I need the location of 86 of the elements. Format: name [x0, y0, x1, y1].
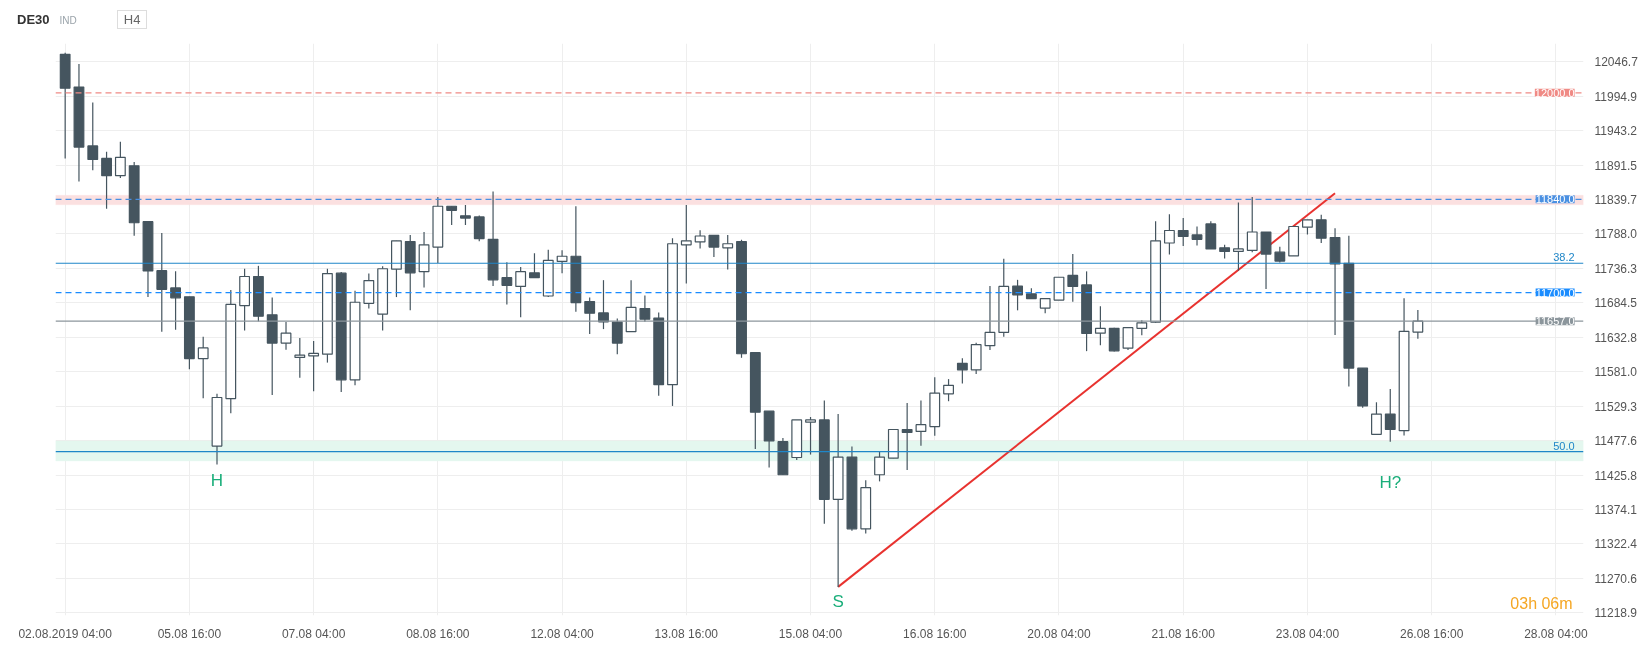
candlestick	[473, 214, 485, 242]
x-tick-label: 07.08 04:00	[281, 626, 346, 641]
candlestick	[556, 249, 568, 274]
x-tick-label: 15.08 04:00	[778, 626, 843, 641]
candlestick	[280, 321, 292, 351]
candlestick	[943, 378, 954, 402]
candlestick	[1191, 225, 1203, 247]
candlestick	[915, 399, 927, 447]
candlestick	[1094, 305, 1106, 346]
candlestick	[694, 229, 706, 250]
annotation: H	[210, 470, 224, 490]
candlestick	[501, 261, 513, 306]
x-tick-label: 13.08 16:00	[654, 626, 719, 641]
x-tick-label: 28.08 04:00	[1524, 626, 1588, 641]
ref-line-label: 12000.0	[1534, 86, 1575, 99]
candlestick	[722, 234, 734, 271]
candlestick	[639, 295, 651, 323]
candlestick	[598, 279, 609, 330]
y-tick-label: 11994.9	[1594, 89, 1638, 104]
candlestick	[114, 141, 126, 179]
y-tick-label: 11788.0	[1594, 227, 1638, 242]
candlestick	[446, 205, 458, 226]
y-tick-label: 11529.3	[1594, 399, 1638, 414]
y-tick-label: 11943.2	[1594, 124, 1638, 139]
candlestick	[170, 270, 182, 331]
y-tick-label: 11581.0	[1594, 365, 1638, 380]
annotation: S	[832, 592, 844, 612]
candlestick	[1177, 217, 1189, 247]
x-tick-label: 23.08 04:00	[1275, 626, 1340, 641]
y-tick-label: 11270.6	[1594, 571, 1638, 586]
candlestick	[101, 151, 112, 210]
candlestick	[611, 317, 623, 355]
candlestick	[1232, 201, 1244, 272]
candlestick	[294, 337, 306, 379]
annotation: H?	[1379, 472, 1402, 492]
chart-title: DE30	[17, 12, 50, 27]
x-tick-label: 26.08 16:00	[1399, 626, 1464, 641]
x-tick-label: 20.08 04:00	[1027, 626, 1092, 641]
candlestick	[1384, 388, 1396, 443]
candlestick	[1412, 309, 1424, 340]
candlestick	[529, 252, 540, 279]
candlestick	[1012, 279, 1024, 311]
candlestick	[584, 296, 596, 335]
candlestick	[363, 272, 375, 310]
annotation: 03h 06m	[1510, 594, 1573, 612]
candlestick	[156, 232, 168, 333]
y-tick-label: 11891.5	[1594, 158, 1638, 173]
candlestick	[680, 204, 692, 285]
y-tick-label: 11632.8	[1594, 330, 1638, 345]
y-tick-label: 11425.8	[1594, 468, 1638, 483]
candlestick	[1246, 196, 1258, 253]
text: H4	[116, 10, 148, 29]
candlestick	[1163, 213, 1175, 256]
candlestick	[87, 101, 99, 171]
ref-line-label: 11657.0	[1535, 315, 1575, 328]
y-tick-label: 12046.7	[1594, 55, 1639, 70]
y-tick-label: 11477.6	[1594, 434, 1638, 449]
candlestick	[1122, 327, 1134, 351]
annotation: 38.2	[1553, 251, 1575, 264]
candlestick	[1315, 214, 1327, 244]
x-tick-label: 12.08 04:00	[530, 626, 595, 641]
x-tick-label: 16.08 16:00	[903, 626, 967, 641]
chart-subtitle: IND	[59, 15, 77, 26]
candlestick	[1371, 401, 1382, 435]
x-tick-label: 05.08 16:00	[157, 626, 222, 641]
x-tick-label: 21.08 16:00	[1151, 626, 1216, 641]
ref-line-label: 11700.0	[1535, 286, 1575, 299]
y-tick-label: 11839.7	[1594, 193, 1638, 208]
candlestick	[1067, 253, 1079, 303]
candlestick	[308, 340, 320, 392]
y-tick-label: 11736.3	[1594, 261, 1638, 276]
y-tick-label: 11322.4	[1594, 537, 1638, 552]
candlestick	[1053, 276, 1065, 301]
candlestick	[956, 357, 968, 385]
y-tick-label: 11684.5	[1594, 296, 1638, 311]
y-tick-label: 11218.9	[1594, 606, 1638, 621]
x-tick-label: 08.08 16:00	[406, 626, 470, 641]
candlestick	[460, 204, 471, 226]
x-tick-label: 02.08.2019 04:00	[18, 626, 113, 641]
candlestick	[515, 266, 527, 318]
candlestick	[708, 234, 720, 258]
y-tick-label: 11374.1	[1594, 503, 1638, 518]
candlestick	[1260, 231, 1272, 290]
candlestick	[984, 285, 996, 351]
ref-line-label: 11840.0	[1535, 193, 1575, 206]
candlestick	[197, 336, 209, 399]
